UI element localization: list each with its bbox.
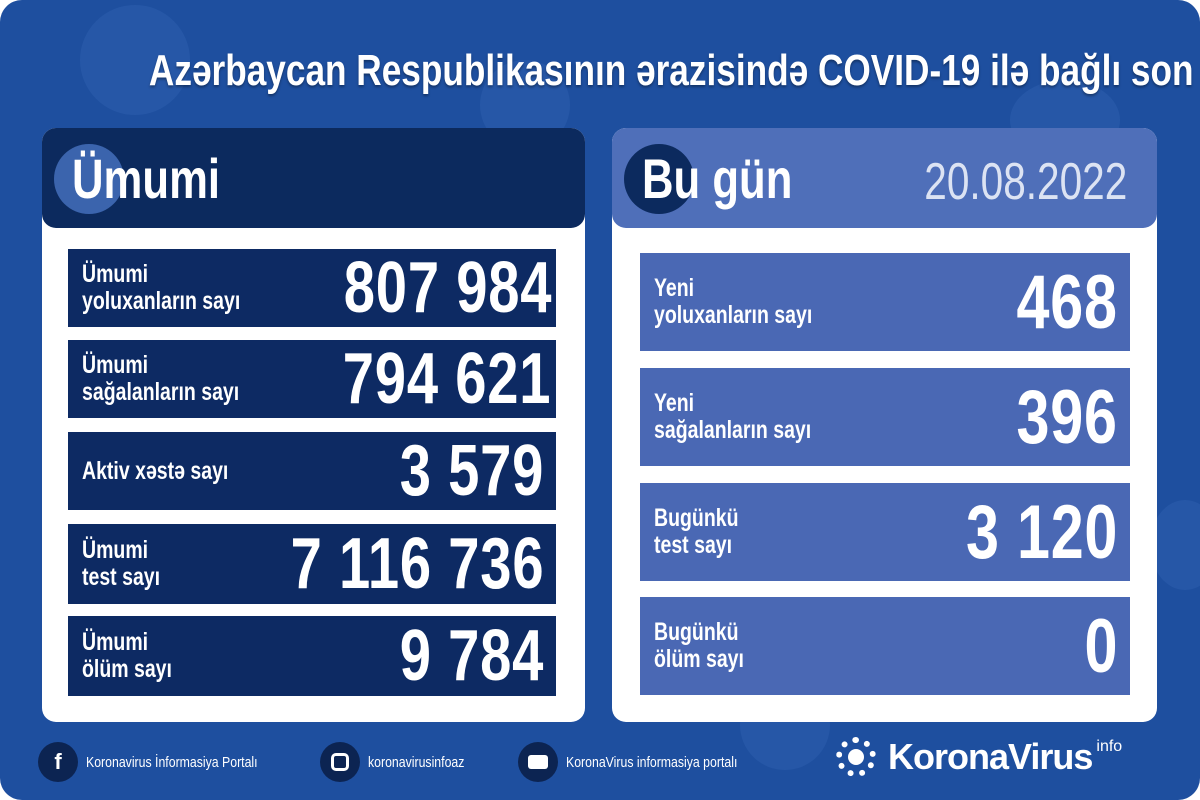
instagram-icon bbox=[320, 742, 360, 782]
row-label: ölüm sayı bbox=[82, 655, 172, 683]
virus-icon bbox=[54, 144, 124, 214]
total-panel: Ümumi Ümumi yoluxanların sayı 807 984 Ümu… bbox=[42, 128, 585, 722]
footer: f Koronavirus İnformasiya Portalı korona… bbox=[0, 730, 1200, 796]
row-value: 0 bbox=[1084, 603, 1118, 689]
today-heading: Bu gün bbox=[642, 147, 793, 210]
total-heading: Ümumi bbox=[72, 147, 221, 210]
virus-decoration-icon bbox=[80, 5, 190, 115]
total-row-deaths: Ümumi ölüm sayı 9 784 bbox=[68, 616, 556, 696]
row-label: Yeni bbox=[654, 389, 695, 417]
row-value: 7 116 736 bbox=[290, 524, 544, 604]
row-value: 794 621 bbox=[342, 339, 551, 419]
row-label: yoluxanların sayı bbox=[82, 287, 241, 315]
today-row-recovered: Yeni sağalanların sayı 396 bbox=[640, 368, 1130, 466]
virus-icon bbox=[624, 144, 694, 214]
row-label: Bugünkü bbox=[654, 618, 739, 646]
row-value: 9 784 bbox=[399, 616, 544, 696]
today-header: Bu gün 20.08.2022 bbox=[612, 128, 1157, 228]
youtube-label: KoronaVirus informasiya portalı bbox=[566, 753, 738, 771]
total-row-tests: Ümumi test sayı 7 116 736 bbox=[68, 524, 556, 604]
row-label: Ümumi bbox=[82, 628, 149, 656]
total-row-infected: Ümumi yoluxanların sayı 807 984 bbox=[68, 248, 556, 328]
row-value: 468 bbox=[1016, 259, 1118, 345]
row-label: Bugünkü bbox=[654, 504, 739, 532]
total-row-recovered: Ümumi sağalanların sayı 794 621 bbox=[68, 339, 556, 419]
page-title: Azərbaycan Respublikasının ərazisində CO… bbox=[148, 46, 1200, 95]
row-label: sağalanların sayı bbox=[654, 416, 812, 444]
row-value: 807 984 bbox=[343, 248, 553, 328]
virus-decoration-icon bbox=[1150, 500, 1200, 590]
row-label: Ümumi bbox=[82, 536, 149, 564]
logo-sup: info bbox=[1096, 738, 1123, 755]
total-row-active: Aktiv xəstə sayı 3 579 bbox=[68, 431, 556, 511]
instagram-label: koronavirusinfoaz bbox=[368, 753, 465, 771]
facebook-icon: f bbox=[38, 742, 78, 782]
facebook-label: Koronavirus İnformasiya Portalı bbox=[86, 753, 258, 771]
row-label: test sayı bbox=[654, 531, 733, 559]
row-label: Yeni bbox=[654, 274, 695, 302]
row-label: yoluxanların sayı bbox=[654, 301, 813, 329]
today-panel: Bu gün 20.08.2022 Yeni yoluxanların sayı … bbox=[612, 128, 1157, 722]
instagram-link[interactable]: koronavirusinfoaz bbox=[320, 742, 486, 782]
total-header: Ümumi bbox=[42, 128, 585, 228]
today-row-deaths: Bugünkü ölüm sayı 0 bbox=[640, 597, 1130, 695]
row-label: Ümumi bbox=[82, 351, 149, 379]
row-label: Aktiv xəstə sayı bbox=[82, 456, 229, 485]
facebook-link[interactable]: f Koronavirus İnformasiya Portalı bbox=[38, 742, 295, 782]
row-label: ölüm sayı bbox=[654, 645, 744, 673]
row-value: 3 120 bbox=[965, 489, 1118, 575]
youtube-link[interactable]: KoronaVirus informasiya portalı bbox=[518, 742, 775, 782]
youtube-icon bbox=[518, 742, 558, 782]
today-row-infected: Yeni yoluxanların sayı 468 bbox=[640, 253, 1130, 351]
logo-name: KoronaVirus bbox=[888, 736, 1093, 777]
row-label: test sayı bbox=[82, 563, 161, 591]
koronavirus-logo: KoronaVirus info bbox=[836, 736, 1122, 778]
row-value: 3 579 bbox=[399, 431, 544, 511]
sun-logo-icon bbox=[836, 737, 876, 777]
today-row-tests: Bugünkü test sayı 3 120 bbox=[640, 483, 1130, 581]
today-date: 20.08.2022 bbox=[923, 153, 1127, 211]
row-value: 396 bbox=[1016, 374, 1118, 460]
row-label: Ümumi bbox=[82, 260, 149, 288]
row-label: sağalanların sayı bbox=[82, 378, 240, 406]
